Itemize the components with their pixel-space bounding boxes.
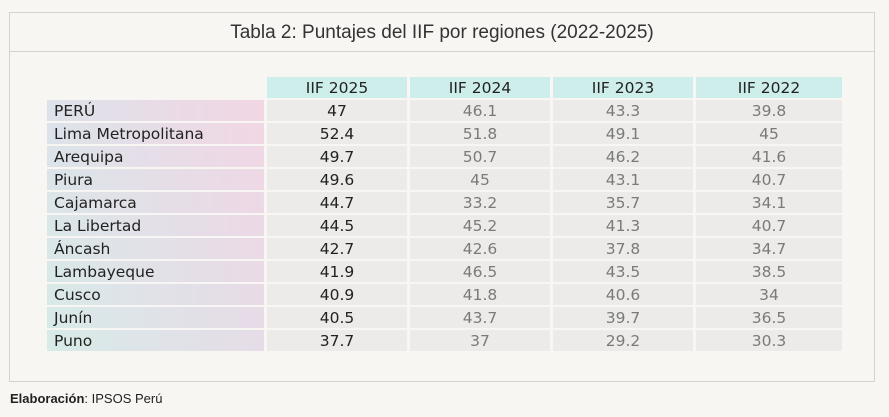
header-empty [47,77,264,98]
value-cell: 40.5 [267,307,407,328]
value-cell: 42.7 [267,238,407,259]
value-cell: 43.3 [553,100,693,121]
value-cell: 40.7 [696,215,842,236]
value-cell: 33.2 [410,192,550,213]
footer-text: : IPSOS Perú [84,391,163,406]
value-cell: 39.7 [553,307,693,328]
value-cell: 46.5 [410,261,550,282]
table-row: PERÚ 47 46.1 43.3 39.8 [47,100,842,121]
region-label: Lambayeque [47,261,264,282]
value-cell: 45.2 [410,215,550,236]
regions-table: IIF 2025 IIF 2024 IIF 2023 IIF 2022 PERÚ… [44,75,845,353]
value-cell: 49.7 [267,146,407,167]
footer-credit: Elaboración: IPSOS Perú [10,391,162,406]
value-cell: 46.2 [553,146,693,167]
value-cell: 41.3 [553,215,693,236]
region-label: Arequipa [47,146,264,167]
value-cell: 37.8 [553,238,693,259]
table-row: Cajamarca 44.7 33.2 35.7 34.1 [47,192,842,213]
table-row: Junín 40.5 43.7 39.7 36.5 [47,307,842,328]
column-header: IIF 2025 [267,77,407,98]
value-cell: 34.1 [696,192,842,213]
region-label: Cajamarca [47,192,264,213]
value-cell: 39.8 [696,100,842,121]
region-label: Puno [47,330,264,351]
column-header: IIF 2024 [410,77,550,98]
value-cell: 46.1 [410,100,550,121]
value-cell: 43.1 [553,169,693,190]
footer-label: Elaboración [10,391,85,406]
table-row: Arequipa 49.7 50.7 46.2 41.6 [47,146,842,167]
region-label: Piura [47,169,264,190]
value-cell: 41.6 [696,146,842,167]
value-cell: 43.7 [410,307,550,328]
region-label: Áncash [47,238,264,259]
table-row: Piura 49.6 45 43.1 40.7 [47,169,842,190]
value-cell: 52.4 [267,123,407,144]
column-header: IIF 2022 [696,77,842,98]
region-label: Lima Metropolitana [47,123,264,144]
value-cell: 37 [410,330,550,351]
value-cell: 38.5 [696,261,842,282]
value-cell: 43.5 [553,261,693,282]
table-row: Áncash 42.7 42.6 37.8 34.7 [47,238,842,259]
table-row: Puno 37.7 37 29.2 30.3 [47,330,842,351]
table-row: La Libertad 44.5 45.2 41.3 40.7 [47,215,842,236]
region-label: Junín [47,307,264,328]
table-row: Lambayeque 41.9 46.5 43.5 38.5 [47,261,842,282]
value-cell: 44.5 [267,215,407,236]
table-row: Cusco 40.9 41.8 40.6 34 [47,284,842,305]
value-cell: 49.1 [553,123,693,144]
value-cell: 34 [696,284,842,305]
region-label: Cusco [47,284,264,305]
value-cell: 40.7 [696,169,842,190]
value-cell: 49.6 [267,169,407,190]
value-cell: 37.7 [267,330,407,351]
value-cell: 40.9 [267,284,407,305]
table-row: Lima Metropolitana 52.4 51.8 49.1 45 [47,123,842,144]
region-label: La Libertad [47,215,264,236]
value-cell: 51.8 [410,123,550,144]
region-label: PERÚ [47,100,264,121]
table-title: Tabla 2: Puntajes del IIF por regiones (… [10,13,874,52]
value-cell: 47 [267,100,407,121]
value-cell: 50.7 [410,146,550,167]
value-cell: 40.6 [553,284,693,305]
table-panel: Tabla 2: Puntajes del IIF por regiones (… [9,12,875,382]
header-row: IIF 2025 IIF 2024 IIF 2023 IIF 2022 [47,77,842,98]
value-cell: 30.3 [696,330,842,351]
value-cell: 44.7 [267,192,407,213]
value-cell: 36.5 [696,307,842,328]
value-cell: 45 [696,123,842,144]
value-cell: 42.6 [410,238,550,259]
value-cell: 29.2 [553,330,693,351]
value-cell: 45 [410,169,550,190]
value-cell: 41.8 [410,284,550,305]
value-cell: 35.7 [553,192,693,213]
value-cell: 34.7 [696,238,842,259]
value-cell: 41.9 [267,261,407,282]
column-header: IIF 2023 [553,77,693,98]
